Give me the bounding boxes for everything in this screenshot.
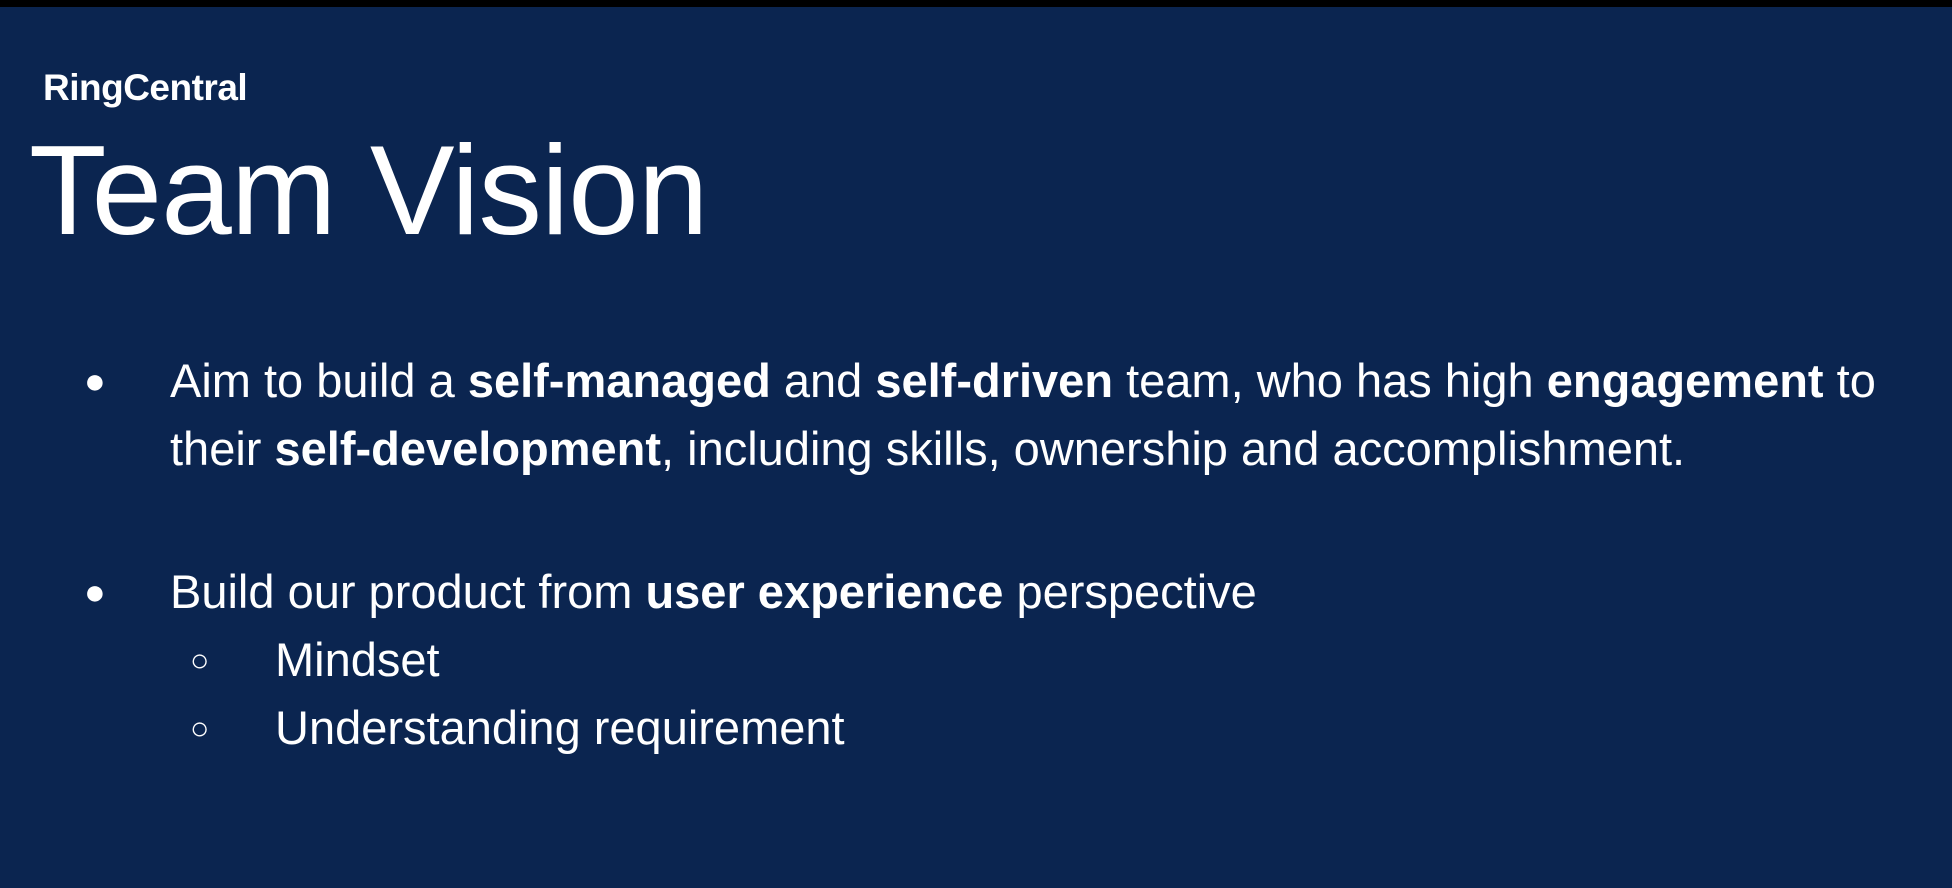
bold-segment: self-managed bbox=[467, 354, 771, 407]
text-segment: Aim to build a bbox=[170, 354, 468, 407]
sub-bullet-label: Understanding requirement bbox=[275, 701, 845, 754]
bold-segment: self-driven bbox=[875, 354, 1114, 407]
bullet-dot-icon: ● bbox=[84, 571, 106, 612]
text-segment: perspective bbox=[1003, 565, 1257, 618]
bullet-item-team: ● Aim to build a self-managed and self-d… bbox=[0, 347, 1952, 483]
bold-segment: user experience bbox=[645, 565, 1004, 618]
text-segment: , including skills, ownership and accomp… bbox=[661, 422, 1686, 475]
bold-segment: self-development bbox=[274, 422, 662, 475]
slide-title: Team Vision bbox=[29, 119, 708, 261]
bullet-list: ● Aim to build a self-managed and self-d… bbox=[0, 347, 1952, 762]
text-segment: team, who has high bbox=[1113, 354, 1547, 407]
slide: RingCentral Team Vision ● Aim to build a… bbox=[0, 7, 1952, 888]
text-segment: to their bbox=[170, 354, 1876, 475]
bullet-text: Aim to build a self-managed and self-dri… bbox=[170, 347, 1910, 483]
circle-bullet-icon: ○ bbox=[190, 642, 210, 678]
bold-segment: engagement bbox=[1546, 354, 1824, 407]
bullet-text: Build our product from user experience p… bbox=[170, 558, 1910, 626]
sub-bullet-mindset: ○ Mindset bbox=[0, 626, 1952, 694]
bullet-dot-icon: ● bbox=[84, 360, 106, 401]
bullet-spacer bbox=[0, 483, 1952, 558]
text-segment: and bbox=[770, 354, 876, 407]
ringcentral-logo: RingCentral bbox=[43, 67, 248, 108]
text-segment: Build our product from bbox=[170, 565, 646, 618]
sub-bullet-requirement: ○ Understanding requirement bbox=[0, 694, 1952, 762]
bullet-item-product: ● Build our product from user experience… bbox=[0, 558, 1952, 626]
circle-bullet-icon: ○ bbox=[190, 710, 210, 746]
sub-bullet-label: Mindset bbox=[275, 633, 440, 686]
